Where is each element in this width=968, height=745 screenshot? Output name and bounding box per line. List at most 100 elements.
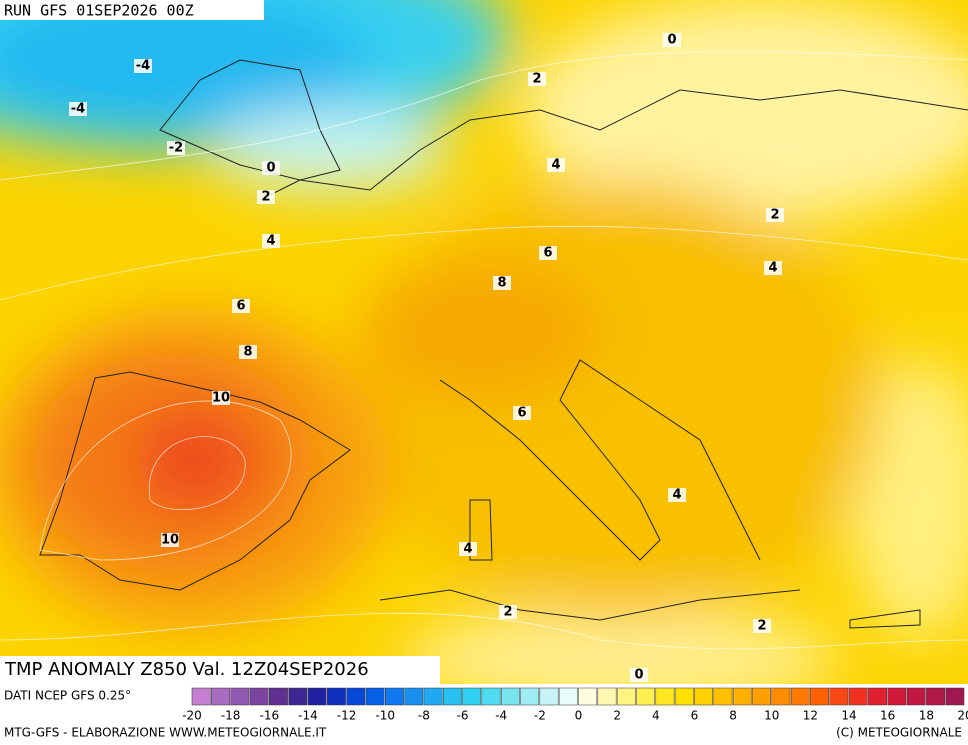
contour-label: -4 <box>136 59 150 74</box>
contour-label-bg <box>630 668 648 682</box>
contour-label: 0 <box>266 161 275 176</box>
title-box <box>0 0 264 20</box>
contour-label-bg <box>459 542 477 556</box>
legend-tick-label: -8 <box>418 709 430 723</box>
legend-swatch <box>462 687 482 706</box>
legend-tick-label: 18 <box>919 709 934 723</box>
copyright: (C) METEOGIORNALE <box>836 726 962 740</box>
legend-swatch <box>211 687 230 706</box>
contour-label: -2 <box>169 141 183 156</box>
contour-label-bg <box>212 391 230 405</box>
legend-tick-label: 16 <box>880 709 895 723</box>
legend-swatch <box>655 687 675 706</box>
contours <box>0 51 968 650</box>
legend-swatch <box>868 687 887 706</box>
source: DATI NCEP GFS 0.25° <box>4 689 131 703</box>
contour-label-bg <box>239 345 257 359</box>
legend-swatch <box>307 687 327 706</box>
legend-swatch <box>442 687 462 706</box>
contour-label: 4 <box>266 234 275 249</box>
legend-tick-label: 10 <box>764 709 779 723</box>
contour-label: 4 <box>551 158 560 173</box>
contour-label-bg <box>499 605 517 619</box>
legend-swatch <box>346 687 366 706</box>
contour-label: 4 <box>672 488 681 503</box>
legend-swatch <box>752 687 771 706</box>
map-title: TMP ANOMALY Z850 Val. 12Z04SEP2026 <box>4 659 369 680</box>
contour-label-bg <box>753 619 771 633</box>
contour-label: 2 <box>503 605 512 620</box>
contour-label-bg <box>663 33 681 47</box>
contour-label-bg <box>547 158 565 172</box>
legend-swatch <box>327 687 346 706</box>
legend-swatch <box>771 687 791 706</box>
legend-swatch <box>249 687 269 706</box>
legend-swatch <box>790 687 810 706</box>
legend-swatch <box>848 687 868 706</box>
legend-swatch <box>539 687 559 706</box>
legend-swatch <box>887 687 907 706</box>
contour-label-bg <box>167 141 185 155</box>
legend-swatch <box>829 687 849 706</box>
legend-tick-label: 8 <box>729 709 737 723</box>
legend-tick-label: -2 <box>534 709 546 723</box>
legend-tick-label: -6 <box>457 709 469 723</box>
legend-swatch <box>945 687 965 706</box>
legend-swatch <box>926 687 945 706</box>
contour-label: 8 <box>243 345 252 360</box>
legend-swatch <box>191 687 211 706</box>
contour-label: 6 <box>543 246 552 261</box>
legend-tick-label: 20 <box>957 709 968 723</box>
contour-label-bg <box>668 488 686 502</box>
contour-label: 10 <box>161 533 179 548</box>
legend-swatch <box>732 687 752 706</box>
map-field <box>0 0 968 684</box>
contour-label: 6 <box>236 299 245 314</box>
contour-label: 0 <box>667 33 676 48</box>
legend-swatch <box>558 687 578 706</box>
contour-label: 2 <box>532 72 541 87</box>
credit: MTG-GFS - ELABORAZIONE WWW.METEOGIORNALE… <box>4 726 327 740</box>
footer-title-box <box>0 656 440 684</box>
contour-label: -4 <box>71 102 85 117</box>
contour-label-bg <box>134 59 152 73</box>
legend-tick-label: -10 <box>375 709 395 723</box>
legend-swatch <box>906 687 926 706</box>
contour-label-bg <box>766 208 784 222</box>
contour-label: 0 <box>634 668 643 683</box>
legend-tick-label: -18 <box>221 709 241 723</box>
legend-swatch <box>404 687 424 706</box>
contour-label: 2 <box>757 619 766 634</box>
legend-swatch <box>520 687 540 706</box>
contour-label: 4 <box>463 542 472 557</box>
legend-swatch <box>616 687 636 706</box>
legend-swatch <box>269 687 288 706</box>
legend-swatch <box>694 687 714 706</box>
legend-swatch <box>385 687 404 706</box>
contour-label-bg <box>262 161 280 175</box>
contour-label-bg <box>528 72 546 86</box>
run-title: RUN GFS 01SEP2026 00Z <box>4 2 194 20</box>
legend-tick-label: 0 <box>575 709 583 723</box>
legend-swatch <box>674 687 694 706</box>
legend-swatch <box>578 687 598 706</box>
contour-label: 8 <box>497 276 506 291</box>
contour-label: 2 <box>770 208 779 223</box>
legend-swatch <box>500 687 520 706</box>
legend-tick-label: -16 <box>259 709 279 723</box>
contour-label: 10 <box>212 391 230 406</box>
legend-tick-label: -14 <box>298 709 318 723</box>
legend-tick-label: -12 <box>337 709 357 723</box>
legend-swatch <box>597 687 617 706</box>
contour-label: 2 <box>261 190 270 205</box>
contour-label-bg <box>262 234 280 248</box>
legend-swatch <box>810 687 829 706</box>
contour-label-bg <box>513 406 531 420</box>
legend-swatch <box>365 687 385 706</box>
legend-swatch <box>636 687 656 706</box>
contour-label-bg <box>764 261 782 275</box>
legend-tick-label: -20 <box>182 709 202 723</box>
legend-swatch <box>230 687 250 706</box>
